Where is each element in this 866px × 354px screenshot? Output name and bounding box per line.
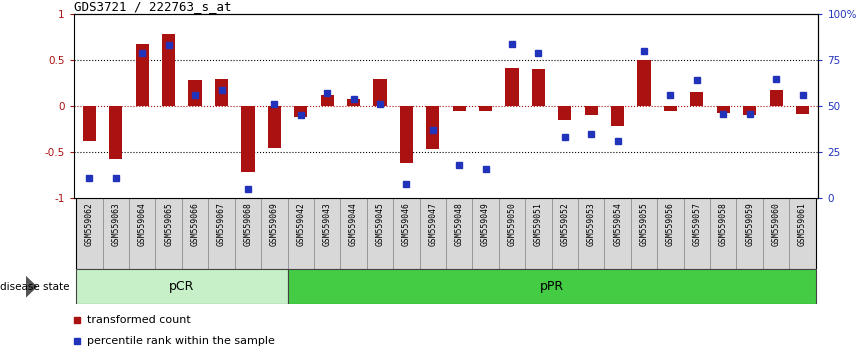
- Text: GSM559047: GSM559047: [429, 202, 437, 246]
- Text: GSM559061: GSM559061: [798, 202, 807, 246]
- Bar: [789, 198, 816, 269]
- Bar: [268, 106, 281, 148]
- Text: GSM559063: GSM559063: [112, 202, 120, 246]
- Text: GSM559069: GSM559069: [270, 202, 279, 246]
- Text: GSM559057: GSM559057: [693, 202, 701, 246]
- Bar: [340, 198, 367, 269]
- Bar: [209, 198, 235, 269]
- Bar: [683, 198, 710, 269]
- Text: GSM559049: GSM559049: [481, 202, 490, 246]
- Bar: [242, 106, 255, 172]
- Bar: [182, 198, 209, 269]
- Bar: [76, 198, 103, 269]
- Bar: [294, 106, 307, 117]
- Bar: [103, 198, 129, 269]
- Text: transformed count: transformed count: [87, 315, 191, 325]
- Bar: [162, 34, 175, 106]
- Bar: [129, 198, 156, 269]
- Bar: [717, 106, 730, 113]
- Bar: [559, 106, 572, 120]
- Bar: [314, 198, 340, 269]
- Text: GSM559066: GSM559066: [191, 202, 199, 246]
- Bar: [479, 106, 492, 111]
- Bar: [578, 198, 604, 269]
- Text: GSM559044: GSM559044: [349, 202, 358, 246]
- Bar: [347, 99, 360, 106]
- Text: GSM559054: GSM559054: [613, 202, 622, 246]
- Bar: [83, 106, 96, 141]
- Bar: [611, 106, 624, 126]
- Text: GSM559046: GSM559046: [402, 202, 410, 246]
- Bar: [262, 198, 288, 269]
- Bar: [499, 198, 525, 269]
- Bar: [426, 106, 439, 149]
- Text: GSM559045: GSM559045: [376, 202, 385, 246]
- Text: GSM559068: GSM559068: [243, 202, 252, 246]
- Bar: [215, 79, 228, 106]
- Text: pCR: pCR: [169, 280, 195, 293]
- Text: percentile rank within the sample: percentile rank within the sample: [87, 336, 275, 346]
- Bar: [420, 198, 446, 269]
- Bar: [552, 198, 578, 269]
- Bar: [796, 106, 809, 114]
- Bar: [736, 198, 763, 269]
- Bar: [373, 79, 386, 106]
- Bar: [136, 44, 149, 106]
- Text: GSM559056: GSM559056: [666, 202, 675, 246]
- Bar: [189, 80, 202, 106]
- Text: GSM559052: GSM559052: [560, 202, 569, 246]
- Text: GSM559048: GSM559048: [455, 202, 463, 246]
- Bar: [637, 60, 650, 106]
- Text: GSM559062: GSM559062: [85, 202, 94, 246]
- Bar: [664, 106, 677, 111]
- Bar: [288, 269, 816, 304]
- FancyArrow shape: [23, 274, 36, 299]
- Text: GSM559051: GSM559051: [534, 202, 543, 246]
- Bar: [453, 106, 466, 111]
- Bar: [604, 198, 630, 269]
- Text: GSM559053: GSM559053: [587, 202, 596, 246]
- Bar: [320, 95, 333, 106]
- Bar: [532, 69, 545, 106]
- Bar: [156, 198, 182, 269]
- Bar: [367, 198, 393, 269]
- Bar: [585, 106, 598, 115]
- Bar: [710, 198, 736, 269]
- Text: GSM559042: GSM559042: [296, 202, 305, 246]
- Bar: [630, 198, 657, 269]
- Text: GSM559043: GSM559043: [323, 202, 332, 246]
- Bar: [393, 198, 420, 269]
- Text: GSM559055: GSM559055: [640, 202, 649, 246]
- Bar: [763, 198, 789, 269]
- Bar: [235, 198, 262, 269]
- Text: GSM559059: GSM559059: [746, 202, 754, 246]
- Bar: [76, 269, 288, 304]
- Text: GSM559060: GSM559060: [772, 202, 780, 246]
- Bar: [525, 198, 552, 269]
- Bar: [472, 198, 499, 269]
- Bar: [657, 198, 683, 269]
- Text: GSM559065: GSM559065: [165, 202, 173, 246]
- Text: disease state: disease state: [0, 282, 69, 292]
- Bar: [446, 198, 472, 269]
- Text: GSM559064: GSM559064: [138, 202, 146, 246]
- Bar: [743, 106, 756, 115]
- Text: GSM559050: GSM559050: [507, 202, 516, 246]
- Bar: [690, 92, 703, 106]
- Bar: [288, 198, 314, 269]
- Text: GDS3721 / 222763_s_at: GDS3721 / 222763_s_at: [74, 0, 231, 13]
- Text: GSM559058: GSM559058: [719, 202, 727, 246]
- Bar: [506, 68, 519, 106]
- Text: pPR: pPR: [540, 280, 564, 293]
- Bar: [109, 106, 122, 159]
- Bar: [400, 106, 413, 163]
- Bar: [770, 90, 783, 106]
- Text: GSM559067: GSM559067: [217, 202, 226, 246]
